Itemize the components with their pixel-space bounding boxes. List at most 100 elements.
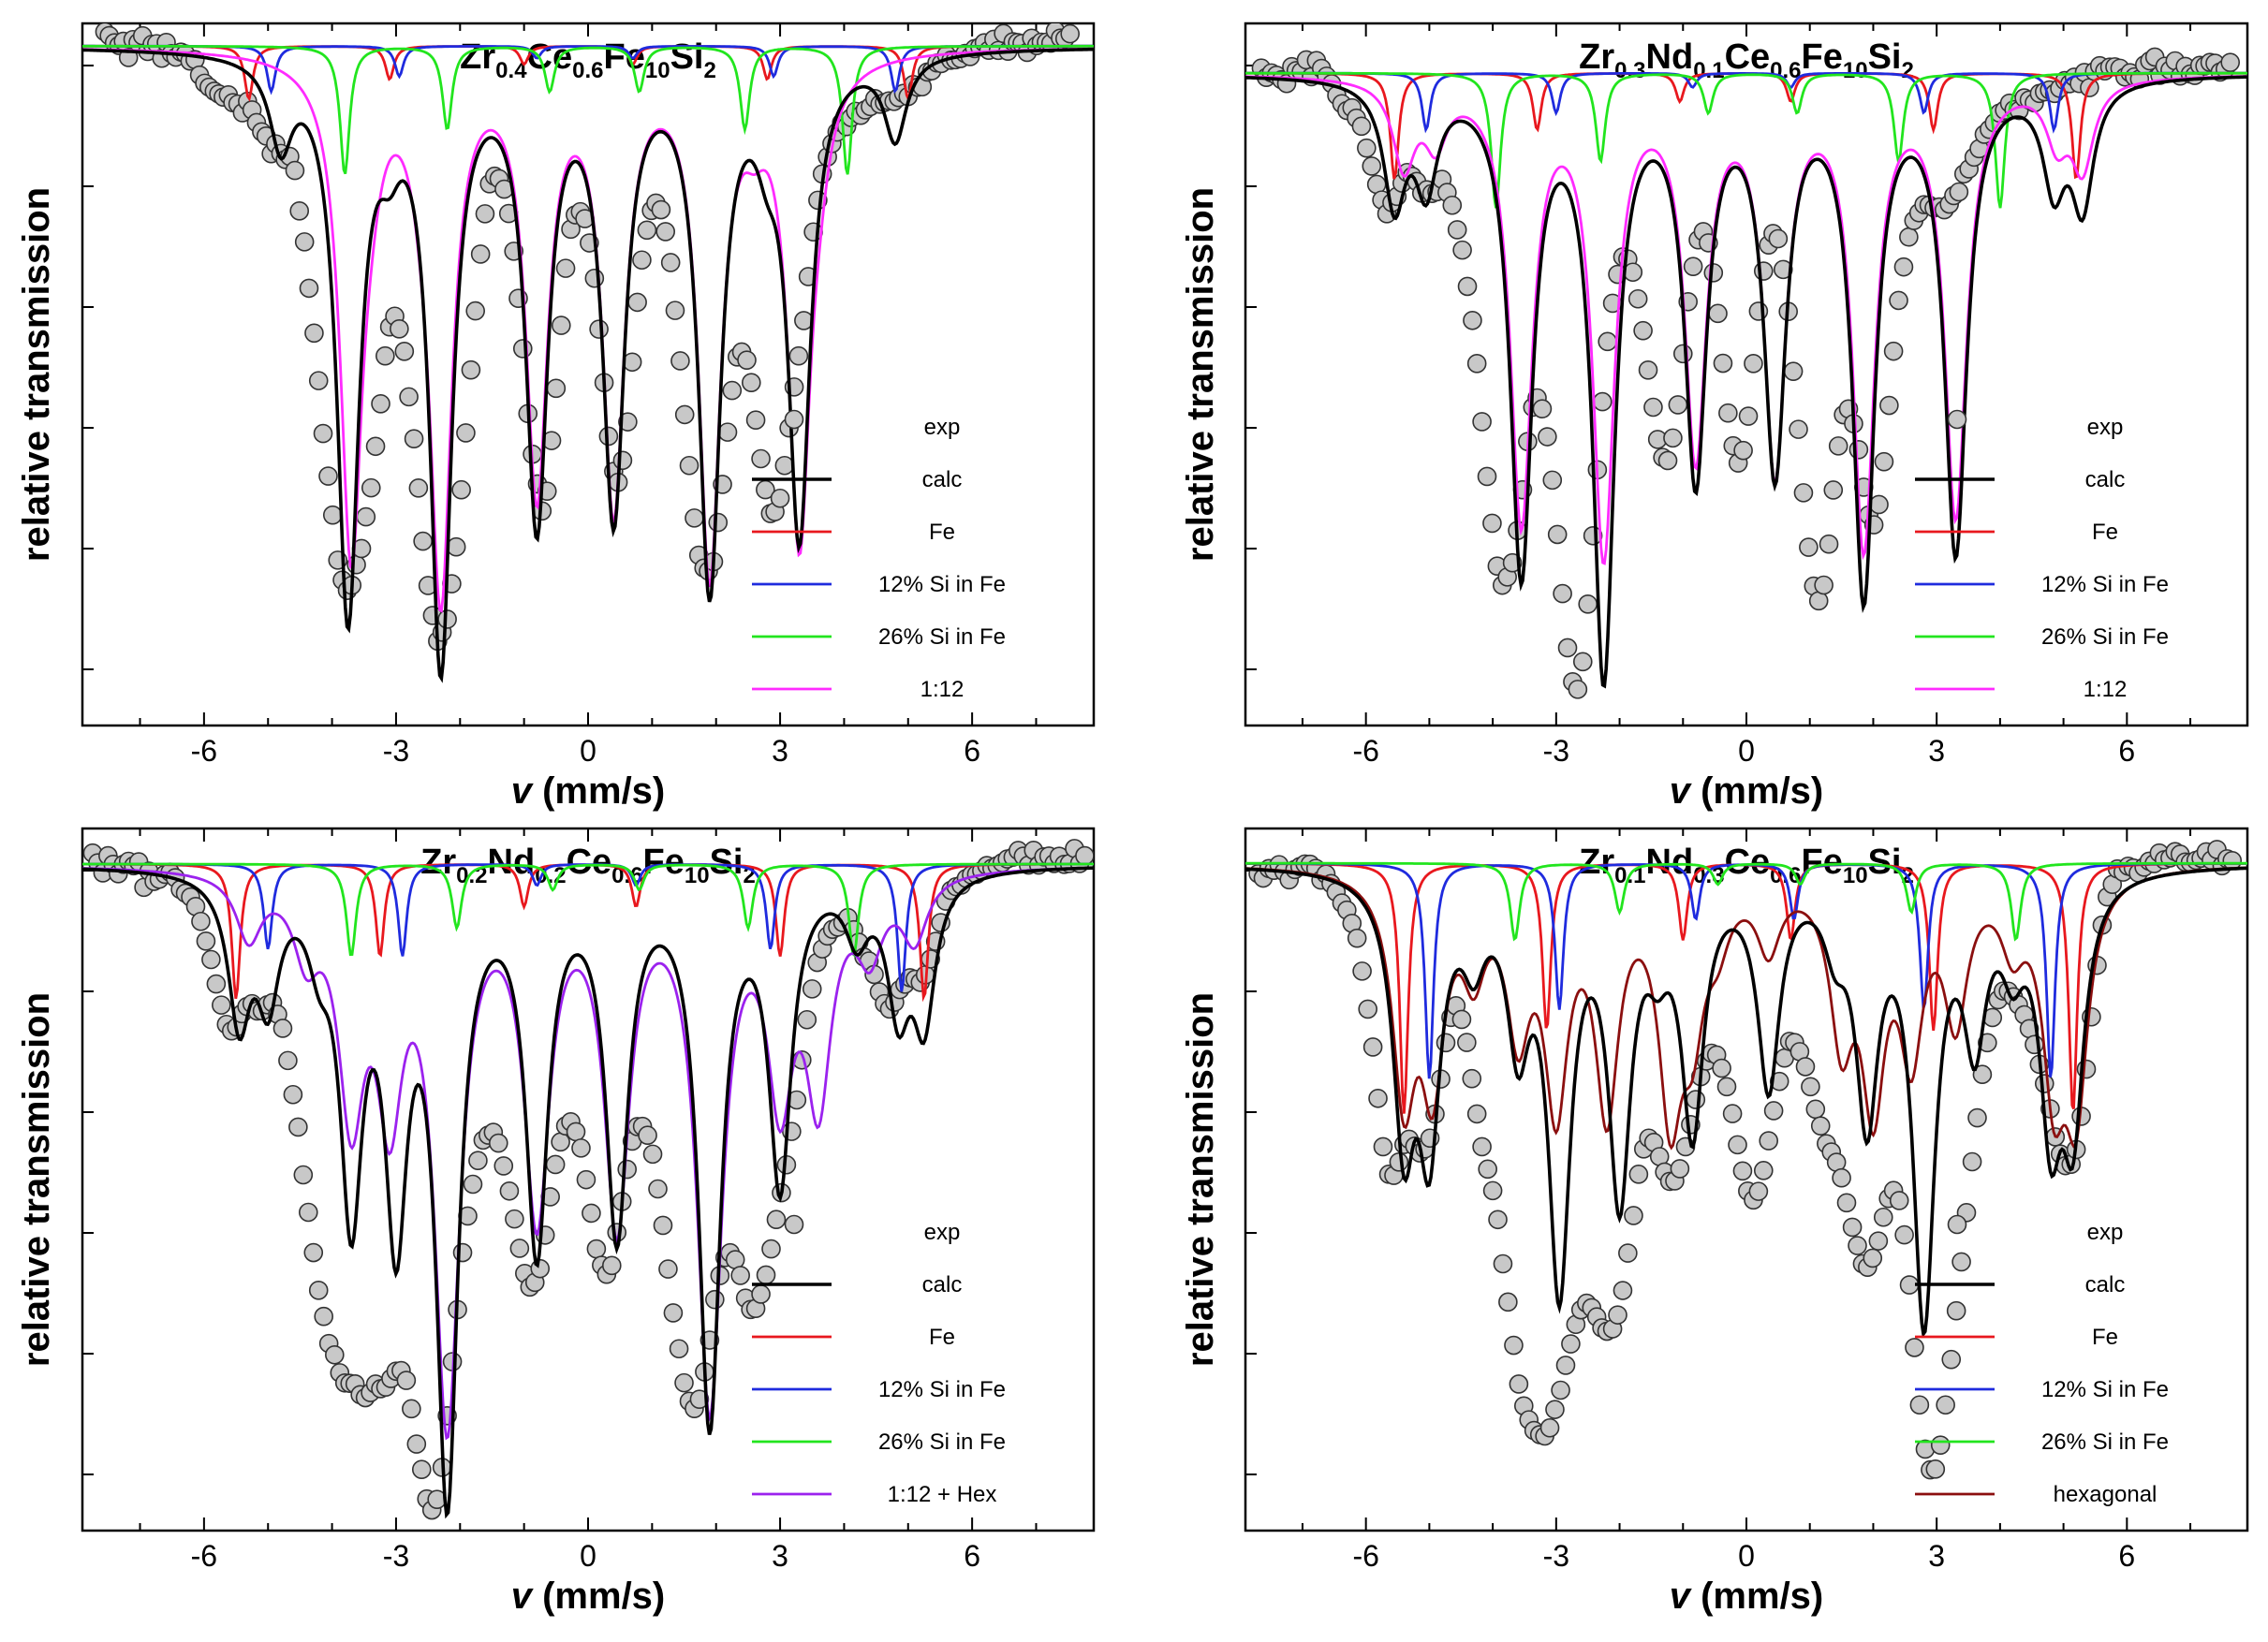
exp-point bbox=[470, 244, 491, 264]
exp-point bbox=[1493, 1253, 1513, 1274]
series-26-si-in-fe bbox=[82, 862, 1094, 959]
exp-point bbox=[465, 301, 485, 321]
legend: exp calc Fe 12% Si in Fe 26% Si in Fe 1:12 bbox=[752, 409, 1006, 702]
y-axis-label: relative transmission bbox=[16, 187, 57, 562]
exp-point bbox=[551, 1132, 570, 1152]
exp-point bbox=[751, 448, 771, 469]
exp-point bbox=[660, 253, 681, 272]
exp-point bbox=[1930, 1435, 1951, 1455]
exp-point bbox=[303, 1242, 324, 1263]
exp-point bbox=[361, 477, 381, 498]
exp-point bbox=[745, 410, 766, 431]
exp-point bbox=[584, 268, 605, 288]
legend-label: calc bbox=[922, 1272, 963, 1297]
exp-point bbox=[730, 1266, 750, 1285]
exp-point bbox=[1759, 1131, 1779, 1151]
exp-point bbox=[402, 1399, 421, 1419]
exp-point bbox=[1836, 1193, 1857, 1213]
exp-point bbox=[1638, 360, 1658, 380]
exp-point bbox=[396, 1371, 417, 1390]
legend-label: Fe bbox=[2092, 520, 2118, 545]
legend-label: calc bbox=[2085, 467, 2126, 492]
exp-point bbox=[1373, 1136, 1393, 1157]
exp-point bbox=[512, 339, 533, 359]
exp-point bbox=[452, 1242, 473, 1263]
legend-label: exp bbox=[924, 1220, 961, 1245]
exp-point bbox=[1504, 1335, 1524, 1356]
exp-point bbox=[318, 466, 338, 486]
exp-point bbox=[1967, 1107, 1987, 1128]
panel-4: -6 -3 0 3 6v (mm/s)relative transmissionZr0.… bbox=[1180, 827, 2249, 1617]
exp-point bbox=[1551, 1380, 1570, 1400]
legend-label: 26% Si in Fe bbox=[2041, 624, 2169, 650]
exp-point bbox=[1572, 652, 1593, 672]
x-tick-label: -6 bbox=[191, 734, 217, 768]
exp-point bbox=[1863, 1248, 1883, 1268]
legend-label: Fe bbox=[929, 1325, 955, 1350]
exp-point bbox=[1722, 1104, 1743, 1123]
legend-label: Fe bbox=[2092, 1325, 2118, 1350]
exp-point bbox=[308, 1281, 329, 1300]
exp-point bbox=[1962, 1151, 1982, 1172]
x-tick-label: 0 bbox=[1738, 1539, 1755, 1573]
exp-point bbox=[1879, 395, 1899, 416]
exp-point bbox=[1842, 1217, 1863, 1238]
legend-label: 26% Si in Fe bbox=[878, 1429, 1006, 1455]
x-tick-label: 0 bbox=[580, 734, 596, 768]
exp-point bbox=[285, 160, 305, 181]
series-calc bbox=[1245, 866, 2247, 1339]
exp-point bbox=[1539, 1417, 1560, 1438]
exp-point bbox=[1457, 1033, 1477, 1052]
exp-point bbox=[1472, 1136, 1492, 1157]
exp-point bbox=[1848, 1236, 1867, 1255]
exp-point bbox=[1347, 928, 1367, 948]
exp-point bbox=[1578, 594, 1598, 614]
exp-point bbox=[1624, 1206, 1643, 1225]
exp-point bbox=[1868, 1231, 1889, 1251]
exp-point bbox=[206, 974, 227, 994]
exp-point bbox=[371, 393, 390, 414]
exp-point bbox=[1848, 440, 1869, 460]
exp-point bbox=[489, 1133, 508, 1153]
exp-point bbox=[2034, 1074, 2054, 1093]
exp-point bbox=[612, 450, 633, 471]
exp-point bbox=[589, 319, 609, 339]
exp-point bbox=[674, 404, 695, 425]
exp-point bbox=[530, 1258, 551, 1279]
x-axis-label: v (mm/s) bbox=[1670, 1576, 1824, 1617]
legend-label: 26% Si in Fe bbox=[878, 624, 1006, 650]
legend-label: hexagonal bbox=[2054, 1482, 2158, 1507]
exp-point bbox=[1657, 450, 1678, 471]
exp-point bbox=[674, 1372, 694, 1393]
exp-point bbox=[627, 292, 647, 313]
exp-point bbox=[1466, 354, 1487, 374]
exp-point bbox=[1561, 1334, 1581, 1354]
series-26-si-in-fe bbox=[1245, 71, 2247, 209]
exp-point bbox=[308, 371, 329, 390]
exp-point bbox=[705, 1289, 725, 1310]
exp-point bbox=[1972, 1064, 1993, 1085]
exp-point bbox=[1060, 23, 1081, 44]
exp-point bbox=[1801, 1077, 1820, 1097]
exp-point bbox=[1793, 483, 1814, 503]
exp-point bbox=[322, 505, 343, 525]
exp-point bbox=[737, 350, 757, 370]
exp-point bbox=[1683, 257, 1703, 276]
exp-point bbox=[1768, 228, 1789, 249]
exp-point bbox=[201, 949, 221, 970]
exp-point bbox=[665, 301, 685, 320]
exp-point bbox=[582, 1203, 601, 1224]
x-tick-label: -3 bbox=[383, 1539, 409, 1573]
exp-point bbox=[394, 342, 415, 361]
x-tick-label: -3 bbox=[1543, 734, 1569, 768]
exp-point bbox=[390, 318, 409, 339]
legend-label: Fe bbox=[929, 520, 955, 545]
exp-point bbox=[655, 222, 676, 242]
legend-label: calc bbox=[2085, 1272, 2126, 1297]
exp-point bbox=[1763, 1101, 1784, 1121]
x-tick-label: 3 bbox=[1928, 734, 1945, 768]
exp-point bbox=[1941, 1349, 1962, 1370]
legend-marker bbox=[1947, 1214, 1967, 1235]
exp-point bbox=[1748, 301, 1769, 321]
exp-point bbox=[632, 250, 652, 271]
